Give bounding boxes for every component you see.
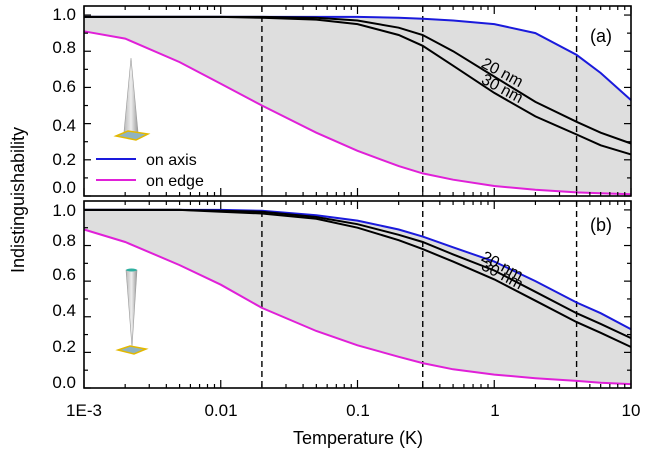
y-tick-label: 0.4 xyxy=(52,301,76,320)
y-tick-label: 1.0 xyxy=(52,5,76,24)
y-tick-label: 0.8 xyxy=(52,231,76,250)
legend-label-on-axis: on axis xyxy=(146,152,197,169)
series-line-30-nm xyxy=(84,208,632,348)
x-tick-label: 0.1 xyxy=(346,401,370,420)
y-tick-label: 0.8 xyxy=(52,38,76,57)
shaded-region xyxy=(84,209,631,385)
x-tick-label: 10 xyxy=(622,401,641,420)
y-tick-label: 0.2 xyxy=(52,337,76,356)
series-line-on-edge xyxy=(83,30,632,196)
series-line-30-nm xyxy=(84,15,632,156)
nanowire-on-edge-icon xyxy=(115,268,149,355)
x-tick-label: 1E-3 xyxy=(66,401,102,420)
x-axis-title: Temperature (K) xyxy=(293,428,423,448)
y-tick-label: 0.0 xyxy=(52,178,76,197)
y-tick-label: 0.6 xyxy=(52,265,76,284)
shaded-region xyxy=(84,16,631,195)
legend: on axis on edge xyxy=(96,152,204,190)
y-tick-labels-b: 1.0 0.8 0.6 0.4 0.2 0.0 xyxy=(52,201,76,392)
y-tick-label: 0.2 xyxy=(52,150,76,169)
panel-label-b: (b) xyxy=(590,215,612,235)
y-tick-label: 0.4 xyxy=(52,116,76,135)
panel-label-a: (a) xyxy=(590,26,612,46)
legend-label-on-edge: on edge xyxy=(146,173,204,190)
nanowire-on-axis-icon xyxy=(113,57,151,141)
x-tick-label: 0.01 xyxy=(204,401,237,420)
y-tick-label: 0.6 xyxy=(52,77,76,96)
x-tick-labels: 1E-3 0.01 0.1 1 10 xyxy=(66,401,640,420)
y-axis-title: Indistinguishability xyxy=(8,127,28,273)
y-tick-label: 0.0 xyxy=(52,373,76,392)
x-tick-label: 1 xyxy=(490,401,499,420)
y-tick-labels-a: 1.0 0.8 0.6 0.4 0.2 0.0 xyxy=(52,5,76,197)
series-line-on-edge xyxy=(83,228,632,386)
y-tick-label: 1.0 xyxy=(52,201,76,220)
